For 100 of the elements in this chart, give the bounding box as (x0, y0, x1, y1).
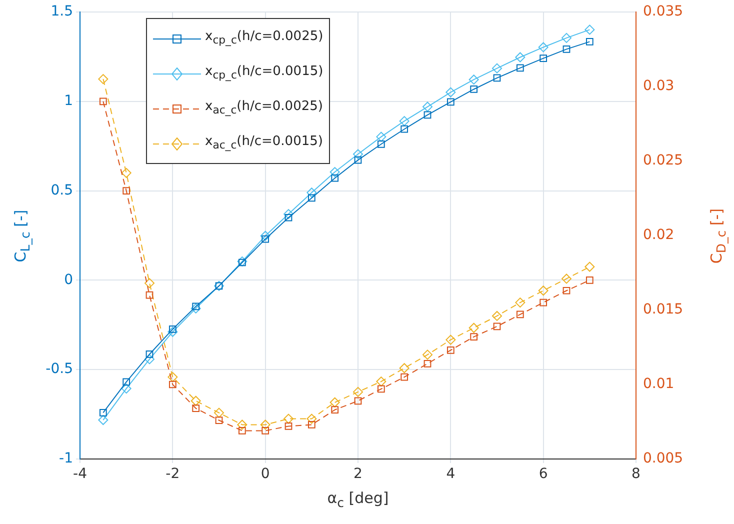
point (144, 354, 154, 364)
point (284, 214, 292, 222)
y2-tick-label: 0.03 (643, 78, 674, 94)
point (422, 102, 432, 112)
point (424, 111, 432, 119)
point (470, 333, 478, 340)
point (400, 125, 408, 133)
legend-label: x$_{cp_c}$(h/c=0.0025) (205, 28, 324, 48)
point (446, 334, 456, 345)
point (237, 256, 248, 266)
point (122, 187, 130, 194)
point (192, 404, 200, 412)
point (168, 326, 178, 337)
point (540, 54, 548, 62)
point (192, 302, 200, 310)
point (353, 386, 363, 397)
point (468, 322, 479, 333)
point (516, 64, 524, 72)
point (190, 396, 201, 406)
point (122, 378, 130, 386)
point (562, 274, 572, 284)
point (260, 230, 270, 241)
y-tick-label: -0.5 (46, 361, 73, 378)
point (260, 420, 270, 430)
y-tick-label: 0.5 (50, 182, 73, 198)
point (516, 310, 524, 318)
point (330, 397, 340, 408)
point (98, 74, 108, 84)
point (586, 276, 594, 284)
point (238, 258, 246, 266)
y-tick-label: -1 (59, 450, 73, 467)
point (237, 420, 248, 430)
point (354, 397, 362, 405)
point (492, 63, 502, 74)
point (492, 310, 502, 321)
y2-tick-label: 0.01 (643, 376, 674, 392)
point (262, 235, 270, 243)
point (121, 168, 132, 178)
point (308, 194, 316, 202)
x-tick-label: 4 (446, 466, 456, 482)
point (168, 372, 178, 382)
point (121, 384, 132, 394)
point (446, 346, 454, 354)
point (331, 174, 339, 182)
y-tick-label: 0 (64, 272, 73, 288)
point (376, 376, 386, 387)
point (376, 132, 386, 142)
x-tick-label: 2 (354, 466, 362, 482)
x-tick-label: 8 (632, 466, 640, 482)
point (377, 140, 385, 148)
x-tick-label: 0 (260, 466, 270, 482)
y2-tick-label: 0.02 (643, 227, 674, 244)
point (331, 406, 339, 414)
point (190, 303, 201, 314)
point (586, 38, 594, 46)
point (538, 286, 548, 296)
point (446, 98, 454, 106)
y2-tick-label: 0.025 (643, 152, 684, 169)
point (515, 298, 526, 308)
point (540, 298, 548, 306)
point (468, 74, 479, 85)
point (377, 385, 385, 393)
point (354, 156, 362, 164)
y2-tick-label: 0.035 (643, 4, 684, 20)
point (146, 350, 154, 358)
point (399, 363, 410, 374)
x-tick-label: -4 (73, 466, 88, 482)
point (562, 286, 570, 294)
point (99, 98, 107, 106)
x-tick-label: 6 (538, 466, 548, 482)
point (353, 149, 363, 160)
point (422, 350, 432, 360)
point (98, 415, 108, 426)
point (284, 414, 294, 424)
point (146, 291, 154, 299)
y-tick-label: 1.5 (50, 4, 73, 20)
point (238, 427, 246, 434)
legend-label: x$_{ac_c}$(h/c=0.0015) (205, 134, 323, 152)
y2-tick-label: 0.005 (643, 450, 684, 467)
point (215, 416, 223, 424)
legend-label: x$_{cp_c}$(h/c=0.0015) (205, 64, 324, 82)
point (99, 409, 107, 416)
point (562, 46, 570, 53)
point (399, 116, 410, 126)
point (306, 414, 317, 424)
point (168, 326, 176, 333)
point (493, 74, 501, 82)
x-axis-title: α$_{c}$ [deg] (326, 489, 390, 510)
point (493, 322, 501, 330)
point (330, 167, 340, 178)
point (584, 24, 595, 35)
point (562, 32, 572, 43)
point (515, 52, 526, 62)
point (214, 408, 224, 418)
point (308, 421, 316, 428)
y-tick-label: 1 (64, 93, 73, 110)
point (400, 373, 408, 381)
legend-label: x$_{ac_c}$(h/c=0.0025) (205, 98, 323, 118)
x-tick-label: -2 (166, 466, 180, 482)
point (284, 209, 294, 220)
